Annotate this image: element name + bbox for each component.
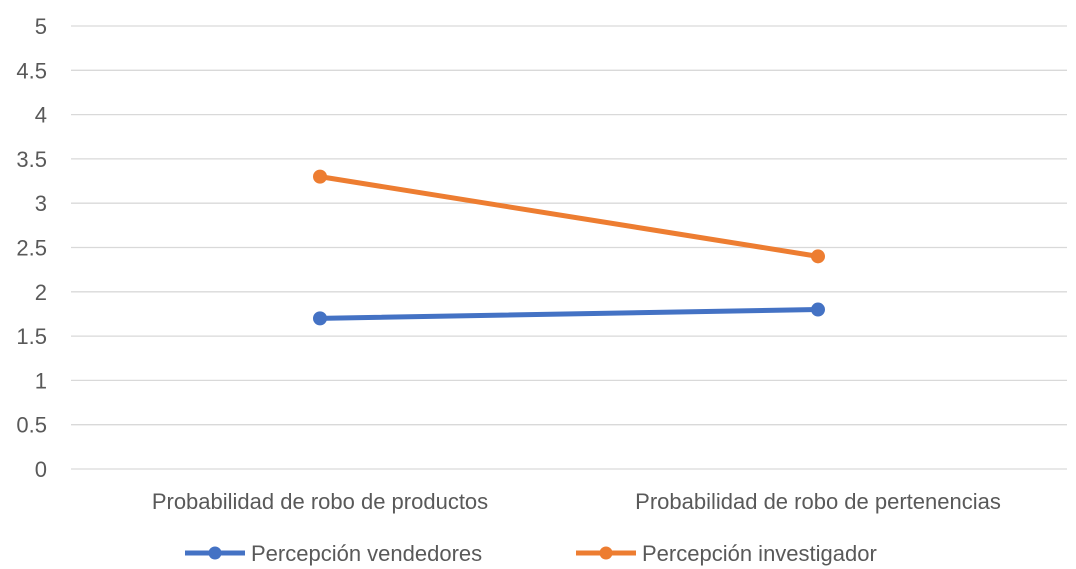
legend: Percepción vendedores Percepción investig…: [185, 541, 877, 566]
legend-label: Percepción vendedores: [251, 541, 482, 566]
data-point: [313, 311, 327, 326]
legend-marker: [599, 546, 613, 560]
data-point: [811, 302, 825, 317]
y-tick-label: 1.5: [16, 324, 47, 349]
y-tick-label: 3: [35, 191, 47, 216]
series-lines: [313, 169, 825, 326]
y-tick-label: 2: [35, 280, 47, 305]
x-category-label: Probabilidad de robo de productos: [152, 489, 488, 514]
y-tick-label: 0: [35, 457, 47, 482]
y-tick-label: 5: [35, 14, 47, 39]
x-axis-categories: Probabilidad de robo de productos Probabi…: [152, 489, 1001, 514]
data-point: [313, 169, 327, 184]
data-point: [811, 249, 825, 264]
series-line: [317, 174, 821, 259]
y-tick-label: 2.5: [16, 236, 47, 261]
legend-marker: [208, 546, 222, 560]
gridlines: [71, 25, 1067, 470]
y-tick-label: 4.5: [16, 58, 47, 83]
y-tick-label: 4: [35, 103, 47, 128]
legend-label: Percepción investigador: [642, 541, 877, 566]
x-category-label: Probabilidad de robo de pertenencias: [635, 489, 1001, 514]
y-tick-label: 1: [35, 368, 47, 393]
y-tick-label: 3.5: [16, 147, 47, 172]
series-line: [317, 307, 821, 321]
y-axis-ticks: 0 0.5 1 1.5 2 2.5 3 3.5 4 4.5 5: [16, 14, 47, 482]
y-tick-label: 0.5: [16, 413, 47, 438]
